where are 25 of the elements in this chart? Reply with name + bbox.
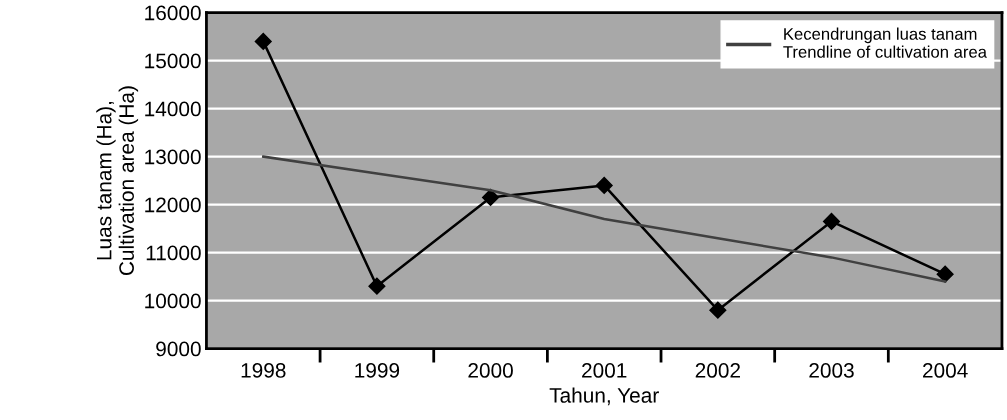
point — [595, 176, 613, 194]
y-axis-title: Luas tanam (Ha), Cultivation area (Ha) — [96, 86, 139, 276]
point — [482, 188, 500, 206]
y-tick-label: 13000 — [145, 149, 201, 165]
y-tick-label: 12000 — [145, 197, 201, 213]
point — [254, 32, 272, 50]
x-tick-label: 1999 — [355, 363, 400, 378]
x-tick-label: 2000 — [468, 363, 513, 378]
point — [822, 212, 841, 230]
point — [709, 301, 727, 319]
x-tick-label: 2004 — [923, 363, 968, 378]
legend-label: Kecendrungan luas tanam Trendline of cultivation area — [783, 27, 987, 58]
y-tick-label: 15000 — [145, 53, 201, 69]
point — [368, 277, 386, 295]
y-tick-label: 16000 — [145, 5, 201, 21]
y-tick-label: 10000 — [145, 293, 201, 309]
y-tick-label: 14000 — [145, 101, 201, 117]
point — [936, 265, 954, 283]
y-tick-label: 9000 — [156, 341, 201, 357]
x-tick-label: 2003 — [809, 363, 854, 378]
y-tick-label: 11000 — [146, 245, 201, 261]
x-tick-label: 2002 — [695, 363, 740, 378]
x-tick-label: 1998 — [241, 363, 286, 378]
x-tick-label: 2001 — [582, 363, 627, 378]
x-axis-title: Tahun, Year — [549, 387, 659, 406]
